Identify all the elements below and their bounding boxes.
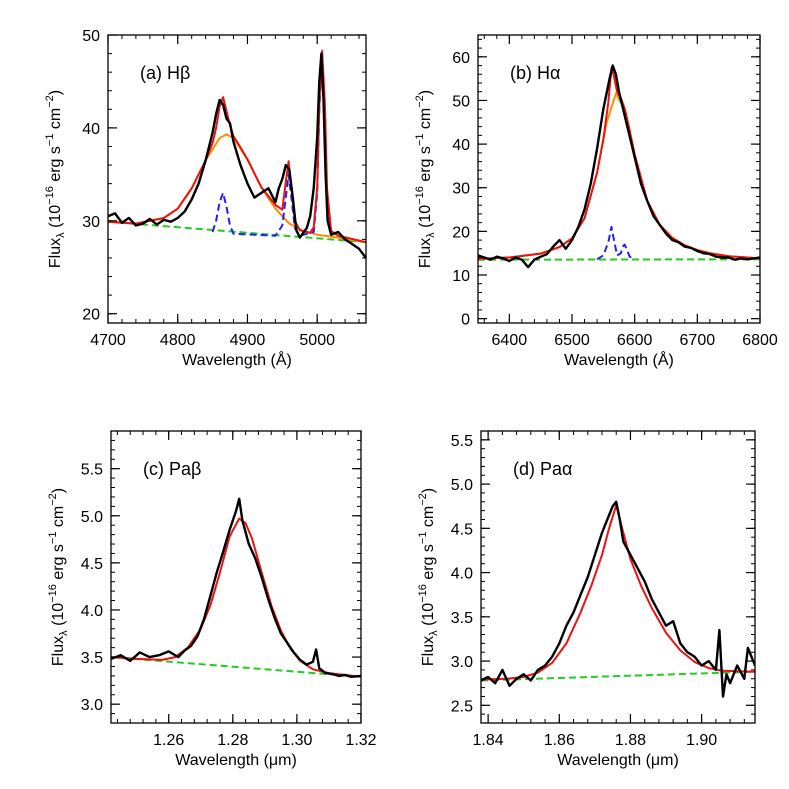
panel-4: 1.84 1.86 1.88 1.90 2.5 3.0 3.5 4.0 4.5 5.0 5.5 (d)…	[417, 430, 756, 769]
x-tick-label: 1.26	[153, 732, 184, 749]
series-data-line	[111, 497, 361, 678]
x-tick-label: 1.28	[217, 732, 248, 749]
x-tick-label: 6700	[680, 332, 716, 349]
y-axis-label: Fluxλ (10−16 erg s−1 cm−2)	[44, 90, 67, 268]
y-tick-label: 4.5	[81, 556, 103, 573]
y-tick-label: 5.0	[451, 477, 473, 494]
panel-label: (a) Hβ	[140, 63, 190, 83]
y-axis-label: Fluxλ (10−16 erg s−1 cm−2)	[417, 488, 440, 666]
plot-frame	[107, 34, 367, 324]
series-data-line	[108, 52, 366, 259]
series-total-fit-line	[481, 504, 755, 681]
y-tick-label: 3.5	[81, 650, 103, 667]
x-tick-label: 1.86	[544, 732, 575, 749]
y-tick-label: 3.0	[81, 697, 103, 714]
y-tick-label: 3.0	[451, 654, 473, 671]
panel-2: 6400 6500 6600 6700 6800 0 10 20 30 40 50 60 (b) Hα W…	[414, 34, 778, 369]
series-data-line	[478, 64, 760, 269]
x-tick-label: 4900	[230, 332, 266, 349]
x-tick-label: 4700	[90, 332, 126, 349]
y-axis-label: Fluxλ (10−16 erg s−1 cm−2)	[414, 90, 437, 268]
series-group	[478, 64, 760, 269]
y-tick-label: 4.0	[451, 566, 473, 583]
plot-frame	[480, 430, 756, 724]
y-tick-label: 5.0	[81, 509, 103, 526]
x-tick-label: 5000	[299, 332, 335, 349]
x-tick-label: 1.30	[281, 732, 312, 749]
y-tick-label: 40	[82, 121, 100, 138]
y-tick-label: 2.5	[451, 698, 473, 715]
panel-3: 1.26 1.28 1.30 1.32 3.0 3.5 4.0 4.5 5.0 5.5 (c) Pa…	[47, 430, 377, 769]
panel-label: (c) Paβ	[143, 459, 201, 479]
x-tick-label: 1.84	[473, 732, 504, 749]
x-tick-label: 6500	[554, 332, 590, 349]
x-tick-label: 6400	[492, 332, 528, 349]
panel-label: (b) Hα	[510, 63, 560, 83]
x-axis-label: Wavelength (Å)	[182, 350, 292, 369]
y-tick-label: 0	[461, 312, 470, 329]
y-tick-label: 20	[452, 224, 470, 241]
x-axis-label: Wavelength (μm)	[557, 752, 679, 769]
y-axis-label: Fluxλ (10−16 erg s−1 cm−2)	[47, 488, 70, 666]
series-broad-component-line	[478, 92, 760, 260]
y-tick-label: 30	[82, 214, 100, 231]
x-tick-label: 1.88	[615, 732, 646, 749]
plot-frame	[110, 430, 362, 724]
x-tick-label: 6800	[742, 332, 778, 349]
x-tick-label: 1.32	[345, 732, 376, 749]
series-group	[481, 500, 755, 698]
y-tick-label: 4.0	[81, 603, 103, 620]
y-tick-label: 3.5	[451, 610, 473, 627]
series-narrow-components-line	[211, 54, 333, 237]
panel-label: (d) Paα	[513, 459, 572, 479]
series-continuum-line	[108, 220, 366, 244]
series-continuum-line	[111, 656, 361, 678]
series-group	[111, 497, 361, 678]
x-tick-label: 6600	[617, 332, 653, 349]
y-tick-label: 50	[82, 28, 100, 45]
y-tick-label: 4.5	[451, 521, 473, 538]
series-continuum-line	[481, 670, 755, 682]
series-narrow-components-line	[596, 226, 636, 261]
y-tick-label: 40	[452, 137, 470, 154]
series-data-line	[481, 500, 755, 698]
y-tick-label: 10	[452, 268, 470, 285]
x-tick-label: 4800	[160, 332, 196, 349]
y-tick-label: 20	[82, 307, 100, 324]
y-tick-label: 60	[452, 50, 470, 67]
y-tick-label: 5.5	[451, 433, 473, 450]
x-axis-label: Wavelength (μm)	[175, 752, 297, 769]
series-total-fit-line	[111, 517, 361, 678]
y-tick-label: 30	[452, 181, 470, 198]
x-axis-label: Wavelength (Å)	[564, 350, 674, 369]
y-tick-label: 50	[452, 93, 470, 110]
y-tick-label: 5.5	[81, 462, 103, 479]
x-tick-label: 1.90	[686, 732, 717, 749]
series-group	[108, 49, 366, 259]
panel-1: 4700 4800 4900 5000 20 30 40 50 (a) Hβ Wavelength…	[44, 28, 367, 369]
